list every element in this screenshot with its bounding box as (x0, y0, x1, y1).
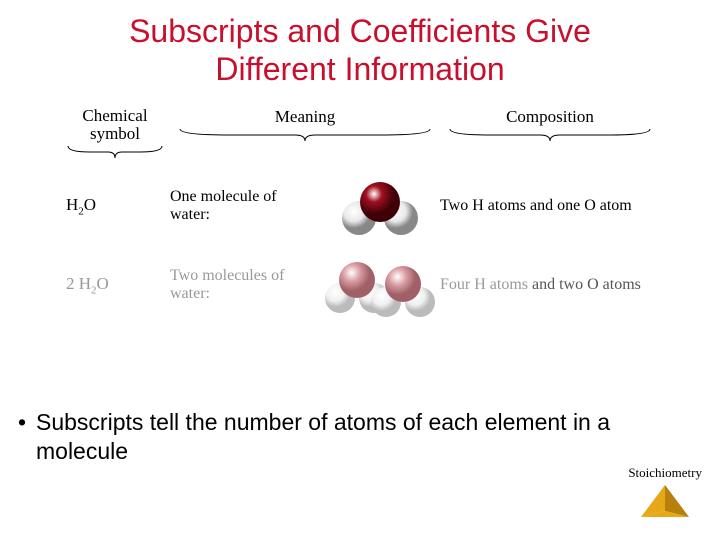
table-header-row: Chemical symbol Meaning Composition (60, 107, 660, 163)
molecule-model-single (320, 176, 440, 236)
header-symbol: Chemical symbol (60, 107, 170, 163)
footer: Stoichiometry (628, 465, 702, 526)
header-meaning-label: Meaning (275, 107, 335, 126)
header-composition-label: Composition (506, 107, 594, 126)
comparison-table: Chemical symbol Meaning Composition H2O … (0, 97, 720, 321)
header-symbol-label: Chemical symbol (75, 107, 155, 144)
meaning-two-molecules: Two molecules of water: (170, 267, 320, 304)
composition-two-faded: Four H atoms (440, 276, 532, 293)
table-row: 2 H2O Two molecules of water: Four H ato… (60, 250, 660, 320)
brace-icon (60, 144, 170, 160)
composition-two-strong: and two O atoms (532, 276, 641, 293)
composition-two: Four H atoms and two O atoms (440, 276, 660, 294)
pyramid-icon (635, 483, 695, 521)
header-composition: Composition (440, 107, 660, 163)
brace-icon (170, 127, 440, 143)
symbol-2h2o: 2 H2O (60, 274, 170, 296)
molecule-model-double (320, 250, 440, 320)
slide-title: Subscripts and Coefficients Give Differe… (0, 0, 720, 97)
table-row: H2O One molecule of water: Two H atoms a… (60, 176, 660, 236)
header-meaning: Meaning (170, 107, 440, 163)
bullet-subscripts: Subscripts tell the number of atoms of e… (36, 408, 720, 466)
title-line-2: Different Information (215, 51, 504, 87)
title-line-1: Subscripts and Coefficients Give (129, 13, 591, 49)
composition-one: Two H atoms and one O atom (440, 197, 660, 215)
brace-icon (440, 127, 660, 143)
footer-label: Stoichiometry (628, 465, 702, 481)
symbol-h2o: H2O (60, 195, 170, 217)
meaning-one-molecule: One molecule of water: (170, 188, 320, 225)
